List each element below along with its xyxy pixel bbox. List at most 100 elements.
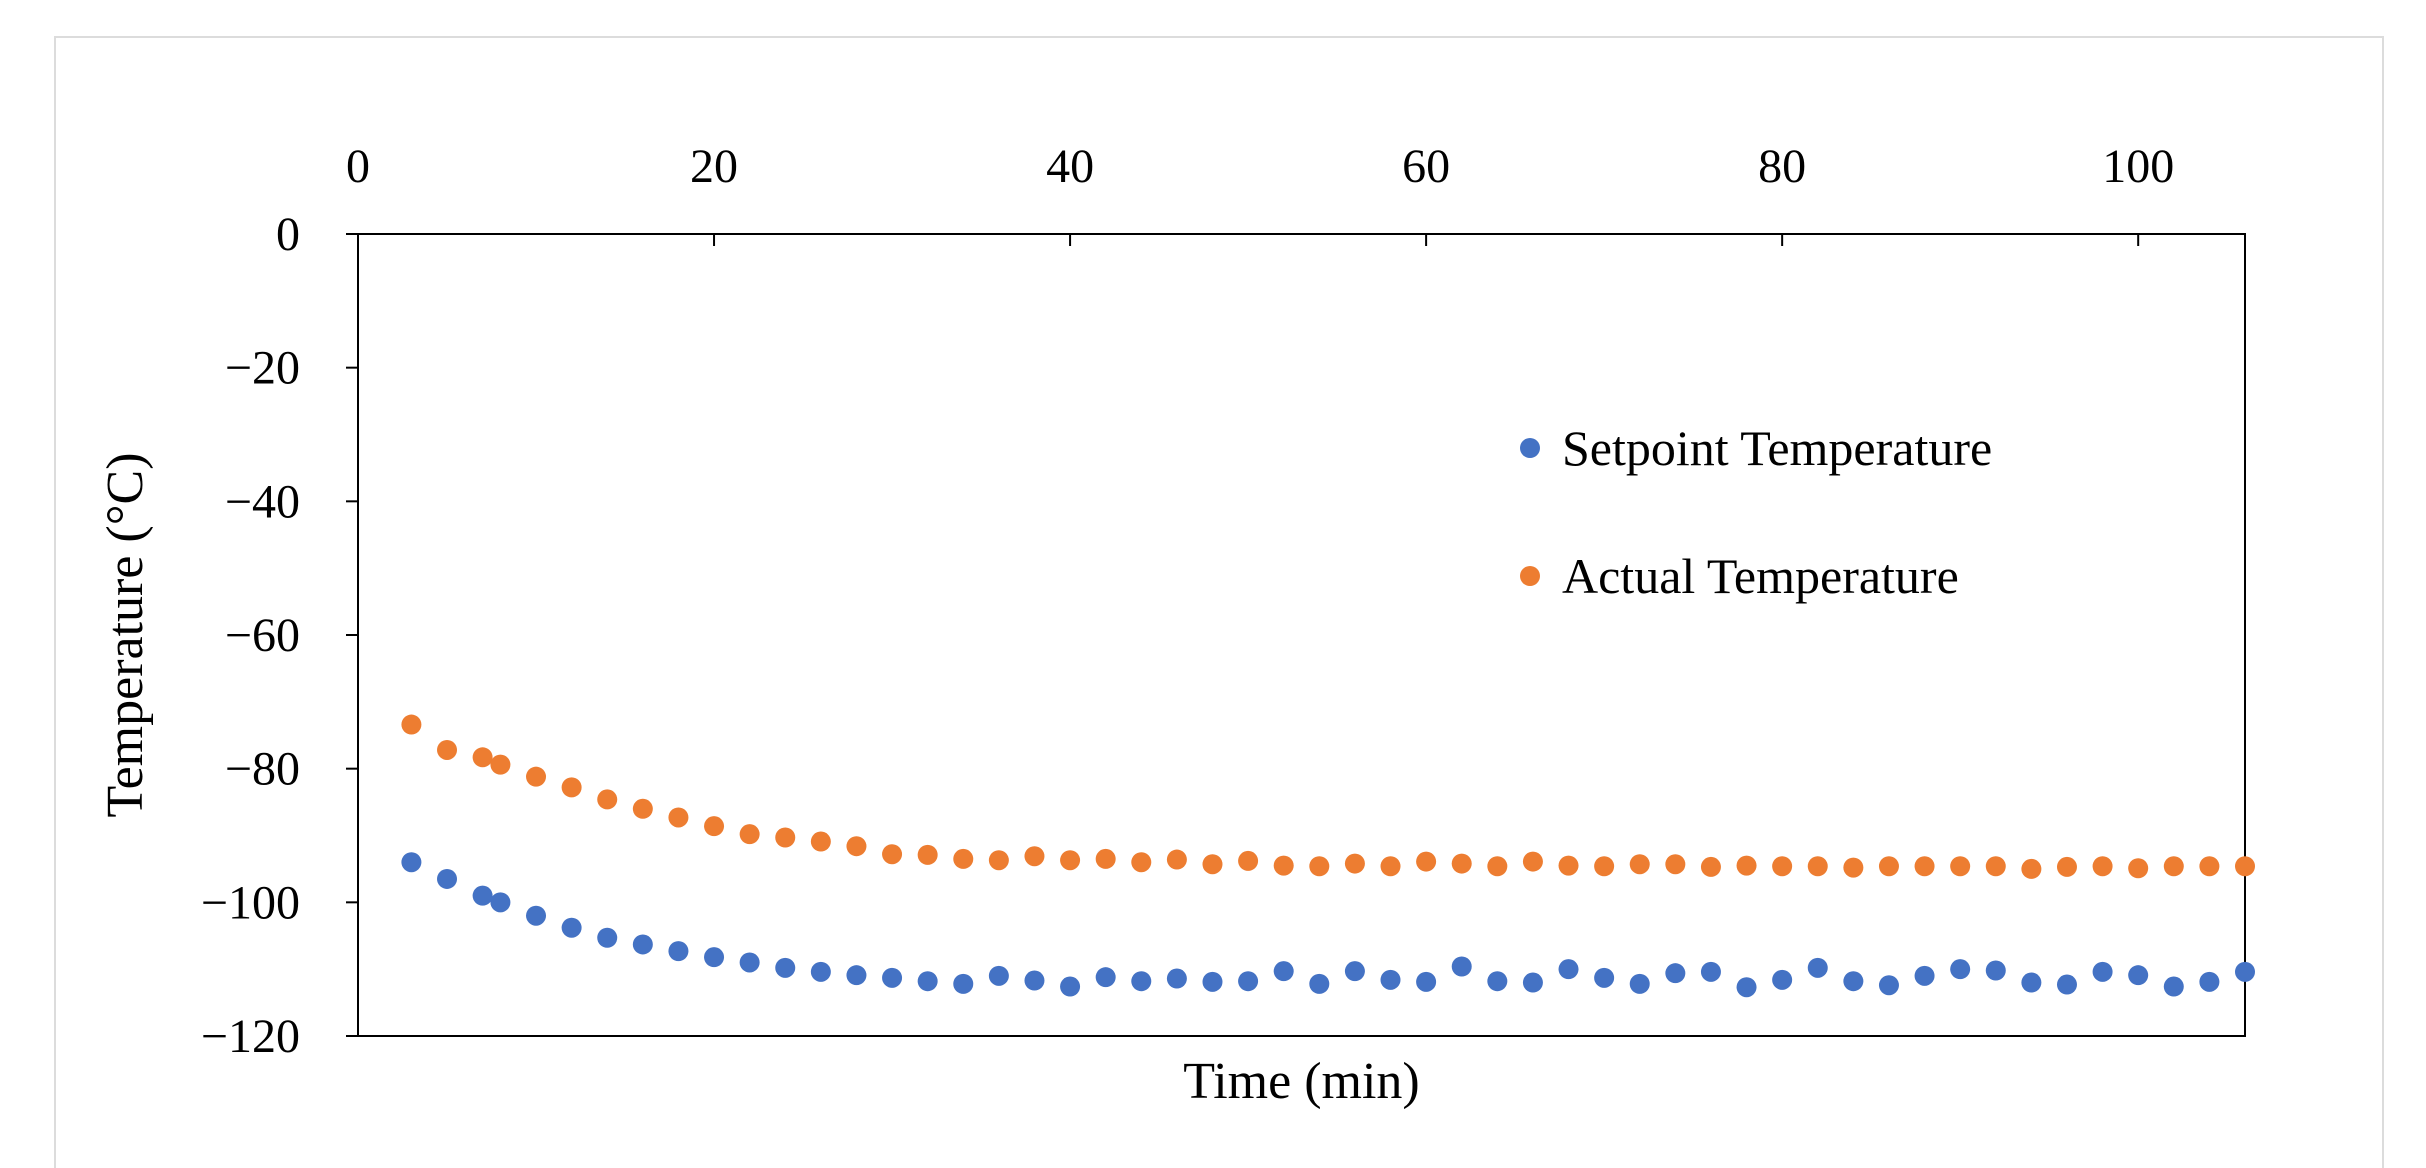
setpoint-point bbox=[437, 868, 458, 889]
setpoint-point bbox=[1522, 972, 1543, 993]
setpoint-point bbox=[1594, 967, 1615, 988]
actual-point bbox=[1380, 856, 1401, 877]
setpoint-point bbox=[2092, 961, 2113, 982]
actual-point bbox=[1487, 856, 1508, 877]
setpoint-point bbox=[561, 917, 582, 938]
legend: Setpoint Temperature Actual Temperature bbox=[1520, 420, 1992, 604]
setpoint-point bbox=[1202, 971, 1223, 992]
actual-point bbox=[401, 714, 422, 735]
actual-point bbox=[1238, 850, 1259, 871]
setpoint-point bbox=[632, 934, 653, 955]
x-tick-label: 80 bbox=[1758, 140, 1806, 193]
y-axis-title: Temperature (°C) bbox=[97, 452, 154, 817]
actual-point bbox=[846, 836, 867, 857]
x-tick-label: 100 bbox=[2102, 140, 2174, 193]
x-tick-label: 60 bbox=[1402, 140, 1450, 193]
setpoint-point bbox=[401, 852, 422, 873]
actual-point bbox=[1202, 854, 1223, 875]
actual-point bbox=[882, 844, 903, 865]
actual-point bbox=[1416, 851, 1437, 872]
y-tick-label: −40 bbox=[225, 475, 300, 528]
actual-point bbox=[775, 827, 796, 848]
setpoint-point bbox=[704, 947, 725, 968]
actual-point bbox=[437, 739, 458, 760]
setpoint-point bbox=[490, 892, 511, 913]
actual-point bbox=[1985, 856, 2006, 877]
actual-point bbox=[1131, 852, 1152, 873]
actual-point bbox=[2128, 858, 2149, 879]
setpoint-point bbox=[1487, 971, 1508, 992]
setpoint-point bbox=[775, 957, 796, 978]
setpoint-point bbox=[472, 885, 493, 906]
actual-point bbox=[1629, 854, 1650, 875]
y-axis-ticks: 0 −20 −40 −60 −80 −100 −120 bbox=[201, 208, 358, 1063]
actual-point bbox=[1344, 853, 1365, 874]
setpoint-point bbox=[1950, 959, 1971, 980]
actual-point bbox=[1558, 855, 1579, 876]
actual-point bbox=[1522, 851, 1543, 872]
actual-point bbox=[2021, 858, 2042, 879]
actual-point bbox=[1950, 856, 1971, 877]
actual-point bbox=[2235, 856, 2255, 877]
setpoint-point bbox=[1772, 969, 1793, 990]
actual-point bbox=[597, 789, 618, 810]
y-tick-label: 0 bbox=[276, 208, 300, 261]
actual-point bbox=[810, 831, 831, 852]
setpoint-point bbox=[2199, 971, 2220, 992]
setpoint-point bbox=[1344, 961, 1365, 982]
legend-actual-label: Actual Temperature bbox=[1562, 548, 1959, 604]
setpoint-point bbox=[1273, 961, 1294, 982]
actual-point bbox=[1807, 856, 1828, 877]
setpoint-point bbox=[2163, 976, 2184, 997]
actual-point bbox=[1700, 856, 1721, 877]
actual-point bbox=[1736, 855, 1757, 876]
actual-point bbox=[1594, 856, 1615, 877]
setpoint-point bbox=[810, 961, 831, 982]
plot-area bbox=[357, 233, 2246, 1037]
actual-point bbox=[561, 777, 582, 798]
setpoint-point bbox=[1700, 961, 1721, 982]
legend-setpoint-marker bbox=[1520, 438, 1540, 458]
y-tick-label: −120 bbox=[201, 1010, 300, 1063]
setpoint-point bbox=[1629, 973, 1650, 994]
actual-point bbox=[2163, 856, 2184, 877]
setpoint-point bbox=[739, 952, 760, 973]
actual-point bbox=[1843, 857, 1864, 878]
legend-setpoint-label: Setpoint Temperature bbox=[1562, 420, 1992, 476]
setpoint-point bbox=[1166, 968, 1187, 989]
actual-point bbox=[1309, 856, 1330, 877]
setpoint-point bbox=[1060, 976, 1081, 997]
y-tick-label: −20 bbox=[225, 342, 300, 395]
setpoint-point bbox=[1024, 970, 1045, 991]
x-tick-label: 20 bbox=[690, 140, 738, 193]
setpoint-point bbox=[1238, 971, 1259, 992]
setpoint-point bbox=[2235, 961, 2255, 982]
y-tick-label: −80 bbox=[225, 743, 300, 796]
y-tick-label: −100 bbox=[201, 876, 300, 929]
setpoint-point bbox=[846, 965, 867, 986]
setpoint-point bbox=[917, 971, 938, 992]
x-axis-ticks: 0 20 40 60 80 100 bbox=[346, 140, 2174, 246]
setpoint-point bbox=[1843, 971, 1864, 992]
actual-point bbox=[1878, 856, 1899, 877]
actual-point bbox=[2199, 856, 2220, 877]
setpoint-point bbox=[1309, 973, 1330, 994]
actual-point bbox=[1665, 854, 1686, 875]
actual-point bbox=[704, 816, 725, 837]
x-axis-title: Time (min) bbox=[1183, 1053, 1419, 1110]
setpoint-point bbox=[1736, 977, 1757, 998]
actual-point bbox=[2092, 856, 2113, 877]
setpoint-point bbox=[2056, 974, 2077, 995]
setpoint-point bbox=[1914, 965, 1935, 986]
setpoint-point bbox=[1807, 957, 1828, 978]
setpoint-point bbox=[1380, 969, 1401, 990]
setpoint-point bbox=[1558, 959, 1579, 980]
setpoint-point bbox=[2128, 965, 2149, 986]
actual-point bbox=[1060, 850, 1081, 871]
setpoint-point bbox=[882, 967, 903, 988]
actual-point bbox=[490, 754, 511, 775]
setpoint-point bbox=[1095, 967, 1116, 988]
actual-point bbox=[1024, 846, 1045, 867]
setpoint-point bbox=[526, 905, 547, 926]
